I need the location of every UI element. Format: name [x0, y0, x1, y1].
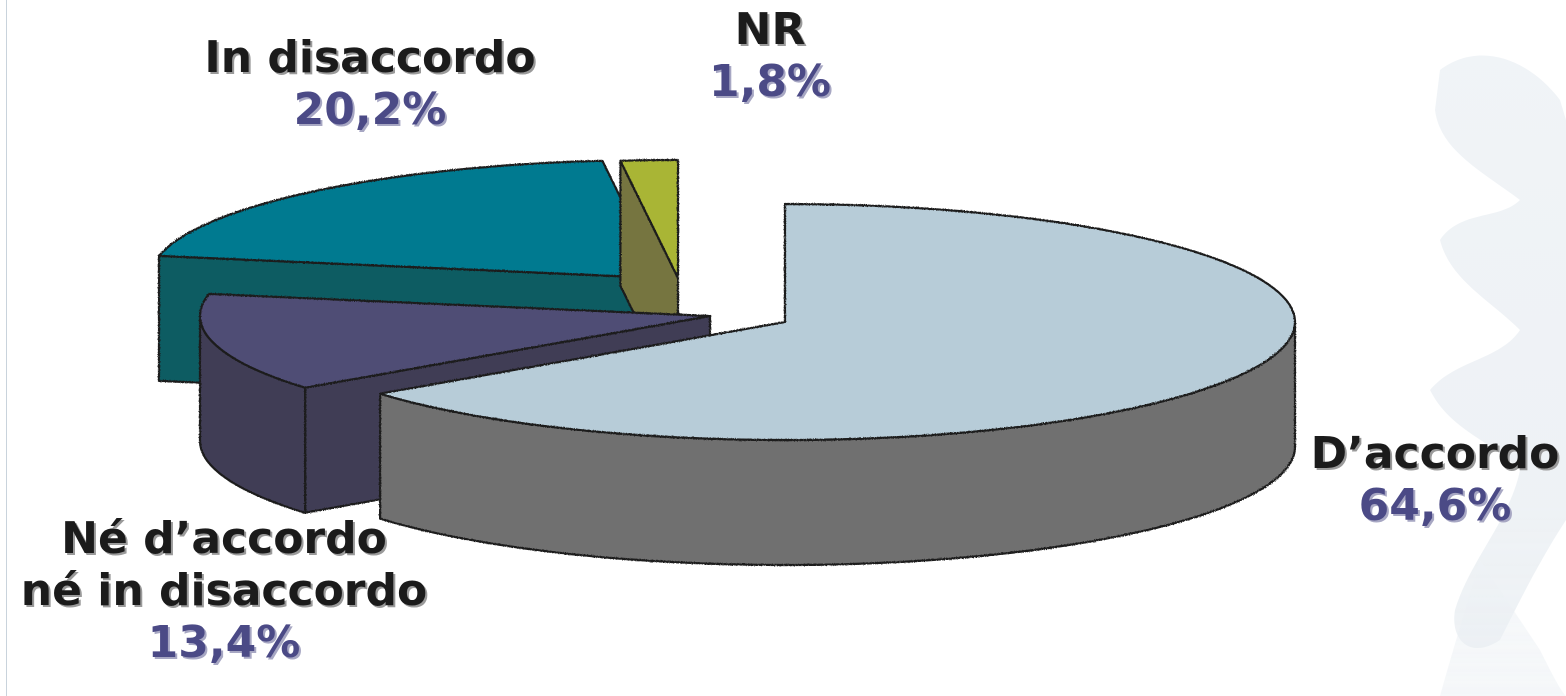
slice-value-1: 13,4% [147, 617, 301, 668]
slice-2-top [157, 159, 662, 280]
slice-name-1-line-1: né in disaccordo [20, 565, 428, 616]
slice-name-2-line-0: In disaccordo [204, 32, 536, 83]
slice-0-top [379, 202, 1297, 442]
slice-label-2: In disaccordo 20,2% [175, 32, 565, 136]
slice-label-3: NR 1,8% [690, 4, 850, 108]
slice-3-top [619, 158, 680, 280]
slice-label-0: D’accordo 64,6% [1290, 428, 1566, 532]
slice-name-0-line-0: D’accordo [1310, 428, 1560, 479]
slice-value-0: 64,6% [1358, 480, 1512, 531]
slice-name-3-line-0: NR [734, 4, 806, 55]
slice-value-3: 1,8% [708, 56, 832, 107]
slide-border [6, 0, 7, 696]
slice-label-1: Né d’accordo né in disaccordo 13,4% [0, 513, 448, 669]
slice-1-top [198, 292, 712, 389]
slice-value-2: 20,2% [293, 84, 447, 135]
statue-watermark [1430, 55, 1566, 696]
slice-name-1-line-0: Né d’accordo [61, 513, 387, 564]
